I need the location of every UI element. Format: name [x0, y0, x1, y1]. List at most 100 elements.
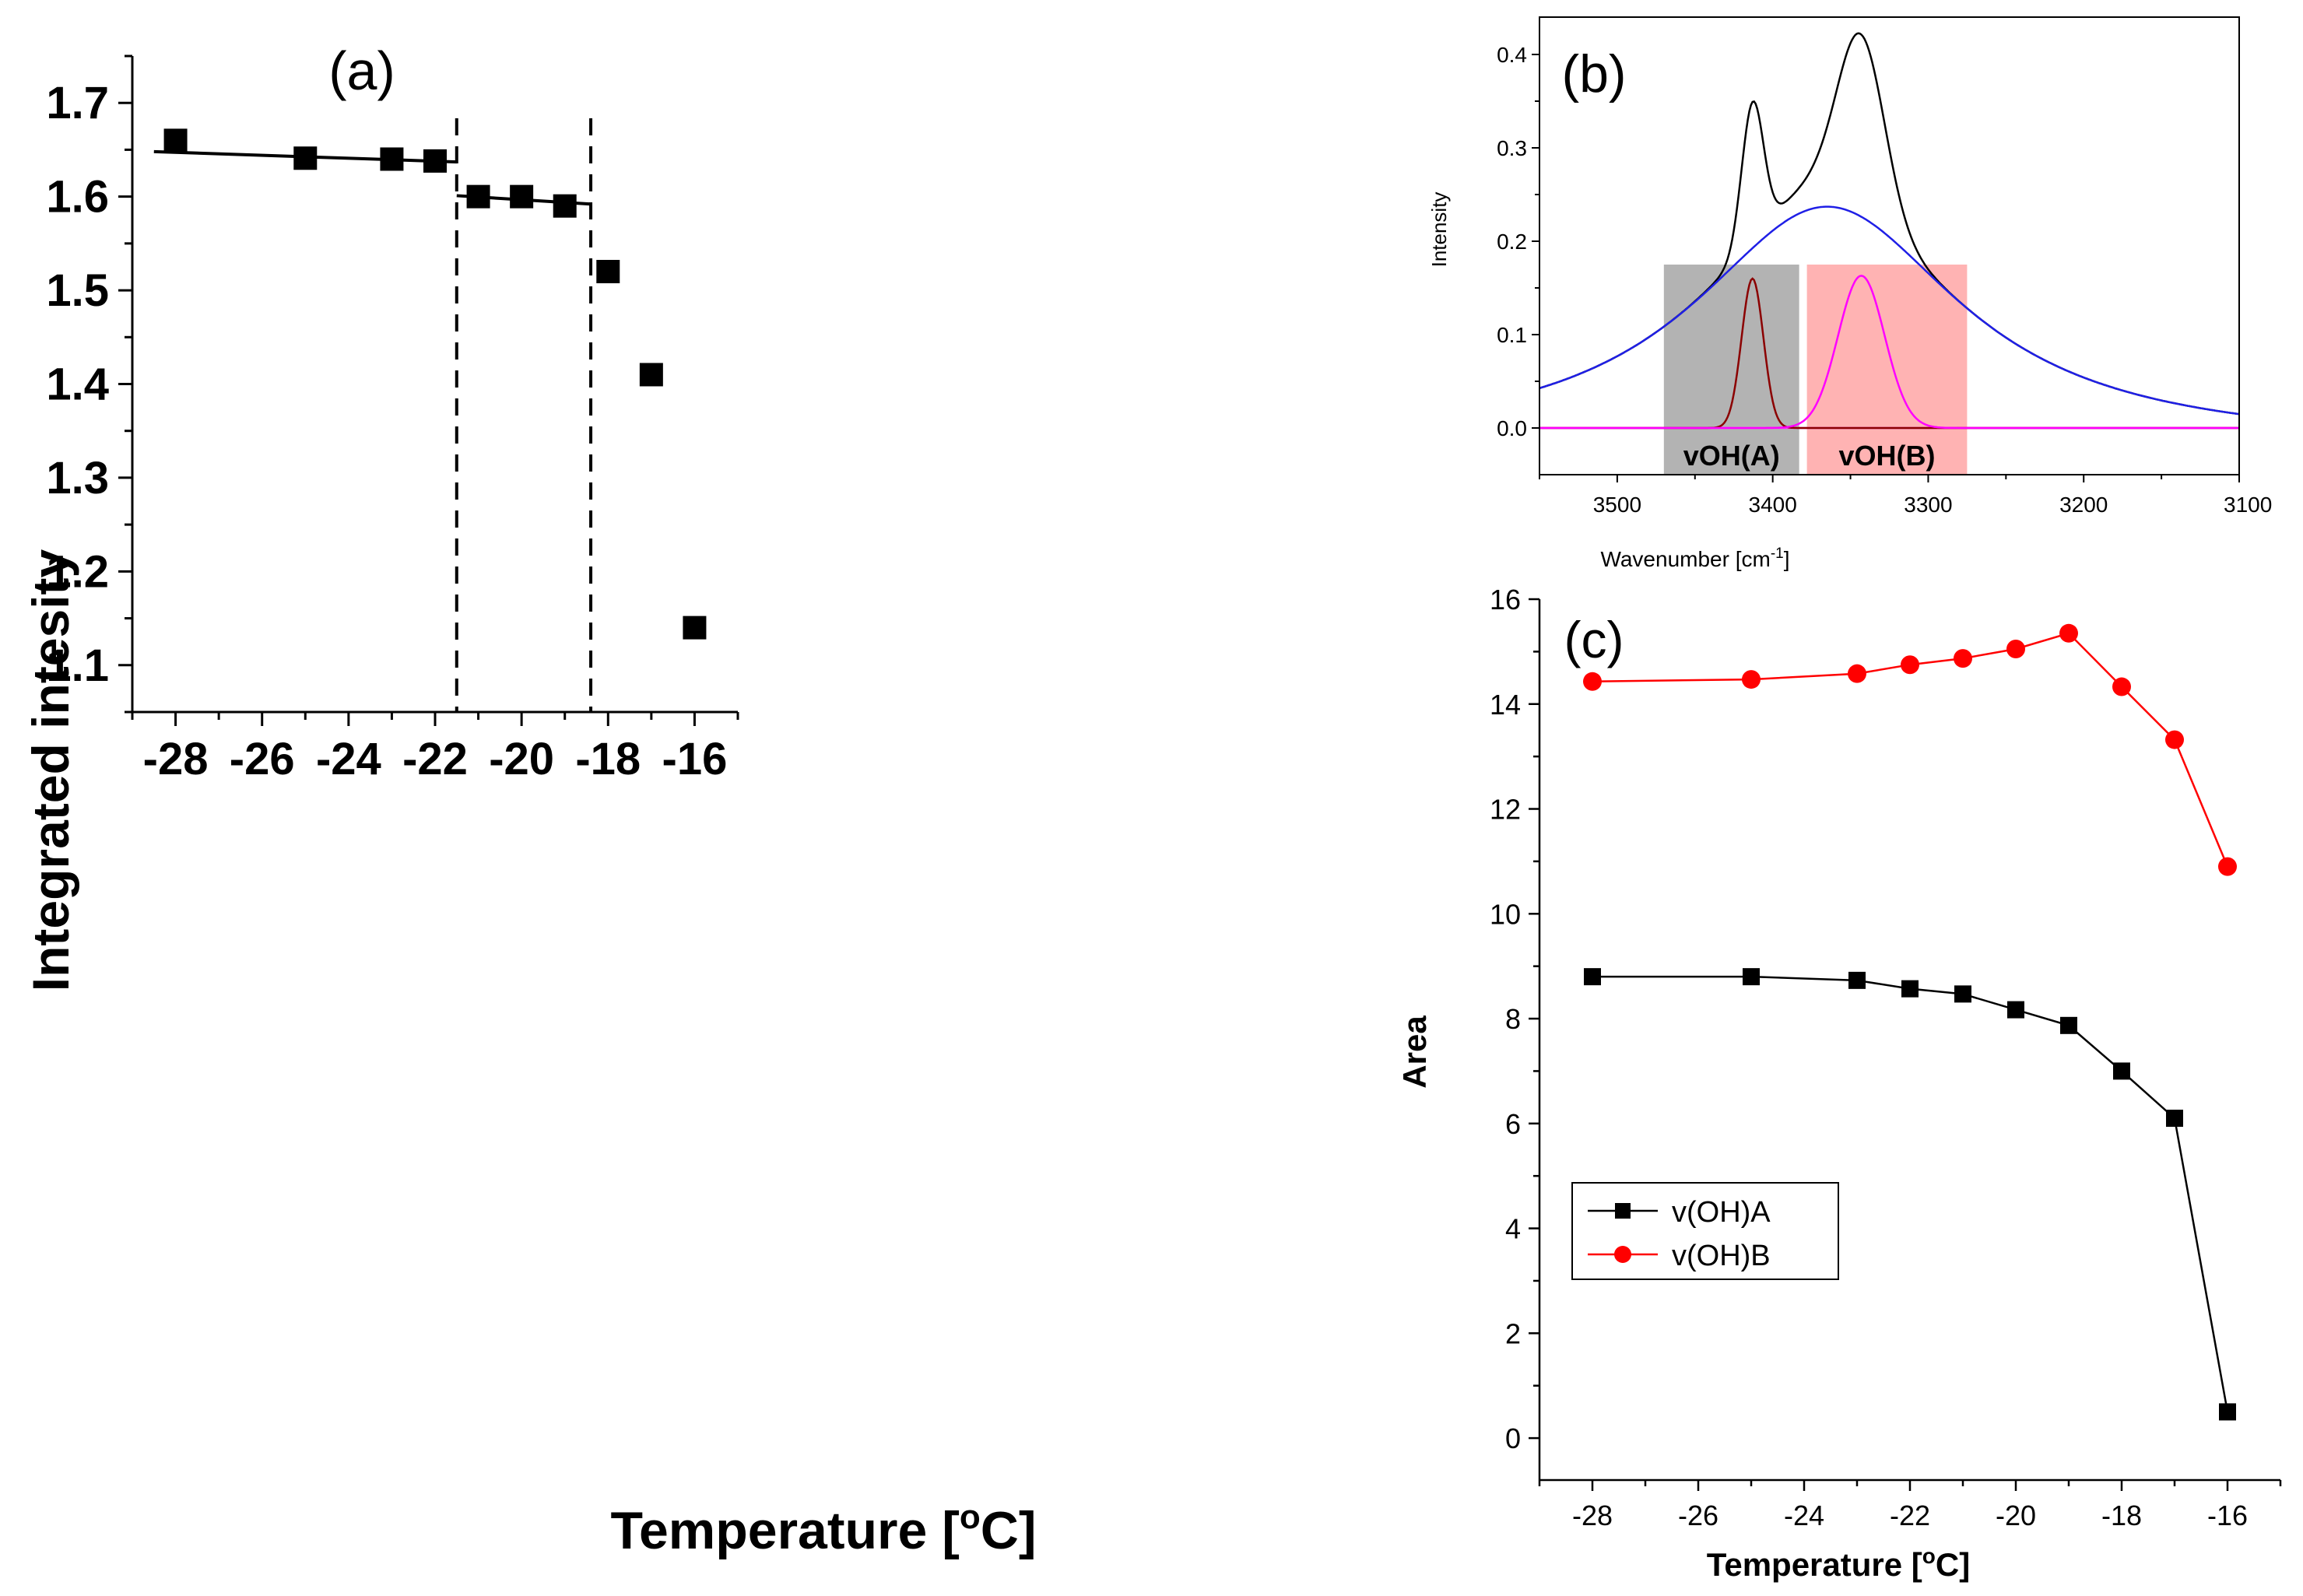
panel-c-y-tick-label: 12 — [1490, 794, 1521, 826]
panel-c-series-line-1 — [1592, 632, 2229, 868]
panel-c-marker-circle — [2218, 857, 2237, 876]
panel-a-x-tick-label: -22 — [402, 734, 468, 784]
panel-c-marker-square — [2219, 1403, 2236, 1421]
panel-b-label: (b) — [1561, 44, 1626, 103]
panel-a-data-point — [553, 194, 577, 218]
panel-a-y-tick-label: 1.5 — [46, 265, 109, 316]
panel-c-marker-circle — [1901, 655, 1919, 675]
panel-c-y-tick-label: 8 — [1505, 1003, 1521, 1035]
legend-swatch-a-marker — [1615, 1203, 1631, 1219]
panel-b-frame — [1539, 16, 2240, 475]
panel-b-x-tick-label: 3100 — [2224, 493, 2272, 517]
panel-c-y-tick-label: 4 — [1505, 1213, 1521, 1245]
panel-a-y-tick-label: 1.2 — [46, 546, 109, 597]
panel-b-band — [1806, 265, 1968, 475]
panel-b-bands: vOH(A) vOH(B) — [1663, 265, 1968, 475]
panel-a-label: (a) — [328, 40, 395, 101]
panel-c-marker-square — [2113, 1062, 2130, 1080]
panel-a-points — [163, 128, 707, 640]
panel-c-ylabel: Area — [1396, 1015, 1433, 1089]
panel-c-marker-circle — [2059, 623, 2078, 643]
panel-a-data-point — [683, 616, 707, 640]
panel-c-ticks: -28 -26 -24 -22 -20 -18 -16 0 2 4 6 8 10 12 14 16 — [1490, 584, 2282, 1531]
panel-b-x-tick-label: 3500 — [1593, 493, 1641, 517]
panel-a-ylabel: Integrated intesity — [22, 549, 79, 991]
panel-c-marker-square — [2007, 1001, 2024, 1019]
panel-c-marker-circle — [2006, 640, 2025, 659]
panel-b-y-tick-label: 0.0 — [1497, 416, 1527, 440]
panel-a-y-tick-label: 1.6 — [46, 172, 109, 223]
panel-a-data-point — [423, 149, 447, 173]
panel-a-data-point — [293, 146, 318, 170]
panel-c-y-tick-label: 6 — [1505, 1108, 1521, 1140]
panel-b-y-tick-label: 0.3 — [1497, 136, 1527, 160]
panel-a-x-tick-label: -20 — [489, 734, 554, 784]
panel-a-xlabel-sup: o — [960, 1498, 981, 1536]
panel-c-x-tick-label: -20 — [1996, 1500, 2036, 1531]
panel-c-series-line-0 — [1592, 975, 2229, 1412]
panel-c-marker-square — [1901, 980, 1919, 998]
panel-c-y-tick-label: 16 — [1490, 584, 1521, 616]
panel-a-data-point — [639, 363, 663, 387]
panel-b-xlabel: Wavenumber [cm-1] — [1600, 545, 1789, 571]
panel-c-marker-circle — [1583, 672, 1602, 691]
panel-b-xlabel-sup: -1 — [1771, 545, 1784, 562]
panel-b-band-label: vOH(A) — [1683, 440, 1780, 472]
legend-label-a: v(OH)A — [1672, 1196, 1771, 1229]
panel-b-xlabel-end: ] — [1784, 547, 1790, 571]
panel-a: -28 -26 -24 -22 -20 -18 -16 1.1 1.2 1.3 1.4 1.5 1.6 1… — [22, 40, 1037, 1560]
panel-b-x-tick-label: 3200 — [2059, 493, 2108, 517]
panel-c-y-tick-label: 14 — [1490, 689, 1521, 721]
panel-c-marker-circle — [2165, 730, 2184, 749]
legend-label-b: v(OH)B — [1672, 1240, 1771, 1272]
panel-c-marker-square — [1743, 968, 1760, 986]
panel-a-x-tick-label: -26 — [230, 734, 295, 784]
panel-a-data-point — [380, 147, 404, 171]
panel-c-legend: v(OH)A v(OH)B — [1571, 1182, 1839, 1280]
panel-c-x-tick-label: -24 — [1784, 1500, 1824, 1531]
panel-a-ticks: -28 -26 -24 -22 -20 -18 -16 1.1 1.2 1.3 1.4 1.5 1.6 1… — [46, 54, 739, 784]
panel-b-y-tick-label: 0.1 — [1497, 323, 1527, 347]
panel-c-label: (c) — [1564, 611, 1624, 668]
panel-a-x-tick-label: -18 — [575, 734, 641, 784]
panel-c-series — [1583, 623, 2237, 1421]
panel-c-x-tick-label: -28 — [1572, 1500, 1613, 1531]
legend-swatch-b-marker — [1614, 1246, 1631, 1263]
panel-b-y-tick-label: 0.2 — [1497, 230, 1527, 254]
panel-c-xlabel-main: Temperature [ — [1707, 1546, 1922, 1583]
panel-a-data-point — [163, 128, 188, 153]
panel-a-data-point — [596, 259, 620, 283]
panel-c-x-tick-label: -22 — [1890, 1500, 1930, 1531]
panel-b-curves — [1539, 32, 2240, 430]
panel-b-xlabel-main: Wavenumber [cm — [1600, 547, 1770, 571]
panel-a-xlabel: Temperature [oC] — [610, 1498, 1036, 1560]
panel-a-data-point — [510, 184, 534, 209]
panel-b-band — [1663, 265, 1799, 475]
panel-b-ticks: 3500 3400 3300 3200 3100 0.0 0.1 0.2 0.3 0.4 — [1497, 16, 2272, 517]
panel-b: vOH(A) vOH(B) 3500 3400 3300 3200 3100 0.0 0.1 0… — [1427, 16, 2272, 571]
panel-b-ylabel: Intensity — [1427, 192, 1451, 268]
panel-c-xlabel-end: C] — [1936, 1546, 1970, 1583]
panel-b-y-tick-label: 0.4 — [1497, 43, 1527, 67]
panel-c-marker-square — [2060, 1016, 2077, 1034]
legend-frame — [1571, 1182, 1839, 1280]
panel-c-xlabel-sup: o — [1922, 1544, 1936, 1568]
panel-b-x-tick-label: 3300 — [1904, 493, 1952, 517]
panel-c-marker-circle — [1848, 664, 1866, 683]
panel-c-marker-square — [1584, 968, 1601, 986]
panel-b-x-tick-label: 3400 — [1749, 493, 1797, 517]
panel-b-curve-1 — [1539, 205, 2240, 416]
panel-c-marker-square — [1848, 971, 1866, 989]
panel-b-curve-3 — [1539, 275, 2239, 430]
panel-a-y-tick-label: 1.3 — [46, 453, 109, 503]
panel-c-xlabel: Temperature [oC] — [1707, 1544, 1970, 1583]
panel-c-marker-circle — [2112, 677, 2131, 696]
panel-c-y-tick-label: 2 — [1505, 1317, 1521, 1349]
panel-c-x-tick-label: -26 — [1678, 1500, 1718, 1531]
panel-a-x-tick-label: -24 — [316, 734, 381, 784]
panel-b-band-label: vOH(B) — [1839, 440, 1936, 472]
panel-c-y-tick-label: 10 — [1490, 898, 1521, 930]
panel-a-x-tick-label: -28 — [143, 734, 209, 784]
panel-a-y-tick-label: 1.4 — [46, 360, 109, 410]
